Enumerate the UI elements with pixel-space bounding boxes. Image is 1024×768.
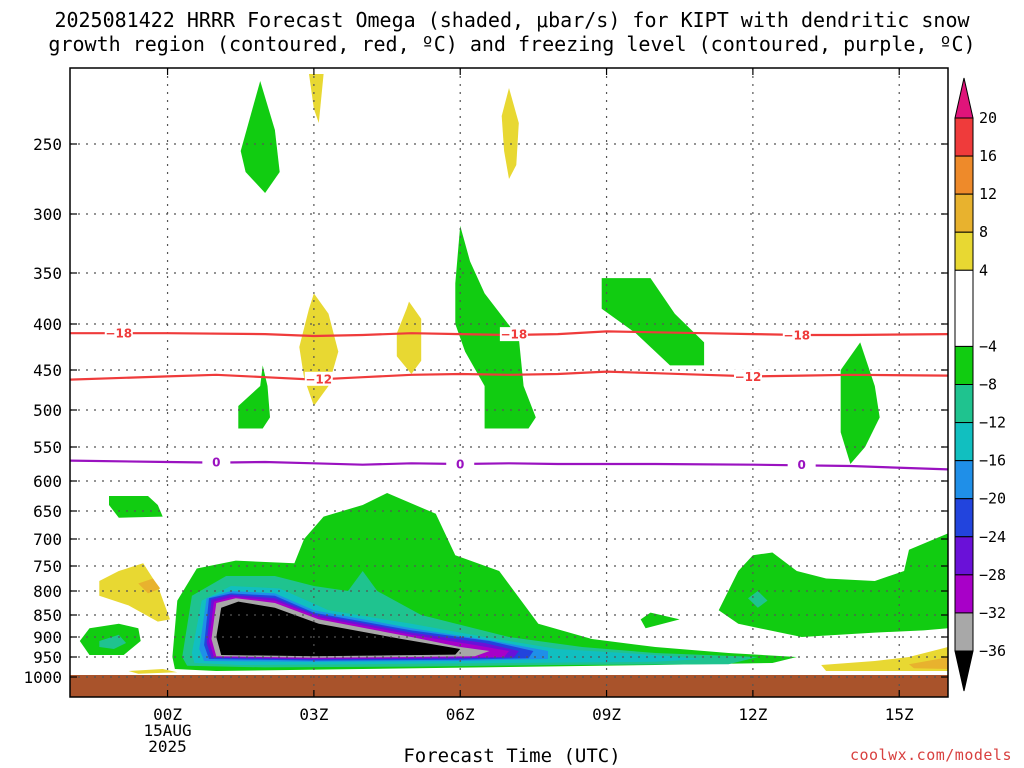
omega-region-yellow-bottom-left (128, 669, 178, 674)
colorbar-bin--36--32 (954, 612, 974, 652)
colorbar-tick--20: −20 (979, 490, 1006, 508)
colorbar-bin-4-8 (954, 231, 974, 271)
colorbar-over-arrow (954, 77, 974, 119)
colorbar-tick--8: −8 (979, 376, 997, 394)
colorbar-bin-8-12 (954, 193, 974, 233)
ground-surface (70, 675, 948, 697)
y-tick-label-850: 850 (33, 606, 62, 625)
colorbar-tick--16: −16 (979, 452, 1006, 470)
chart-title-line1: 2025081422 HRRR Forecast Omega (shaded, … (54, 8, 970, 32)
colorbar-tick-8: 8 (979, 223, 988, 241)
x-tick-label-03Z: 03Z (299, 705, 328, 724)
contour-label-dgz-minus-18-1: −18 (500, 328, 527, 342)
omega-region-green-patch-upper-left (240, 81, 280, 193)
y-tick-label-250: 250 (33, 135, 62, 154)
contour-label-dgz-minus-12-0: −12 (305, 372, 332, 386)
contour-label-freezing-level-0-2: 0 (797, 458, 805, 472)
y-tick-label-800: 800 (33, 582, 62, 601)
y-tick-label-700: 700 (33, 530, 62, 549)
site-credit[interactable]: coolwx.com/models (849, 746, 1012, 764)
y-tick-label-900: 900 (33, 628, 62, 647)
contour-label-freezing-level-0-0: 0 (212, 455, 220, 469)
contour-label-bg-dgz-minus-12-0 (304, 371, 333, 386)
y-tick-label-300: 300 (33, 205, 62, 224)
x-date-label-year: 2025 (148, 737, 187, 756)
y-tick-label-1000: 1000 (23, 668, 62, 687)
contour-label-bg-dgz-minus-18-0 (104, 326, 133, 341)
contour-label-freezing-level-0-1: 0 (456, 458, 464, 472)
omega-region-yellow-top-center (309, 74, 324, 123)
colorbar-bin-12-16 (954, 155, 974, 195)
colorbar-bin--16--12 (954, 422, 974, 462)
x-tick-label-00Z: 00Z (153, 705, 182, 724)
contour-label-bg-freezing-level-0-2 (787, 457, 816, 472)
colorbar-bin--20--16 (954, 460, 974, 500)
contour-dgz-minus-12 (70, 370, 948, 381)
x-tick-label-12Z: 12Z (738, 705, 767, 724)
y-tick-label-350: 350 (33, 264, 62, 283)
colorbar-tick--36: −36 (979, 642, 1006, 660)
colorbar-under-arrow (954, 650, 974, 692)
x-tick-label-09Z: 09Z (592, 705, 621, 724)
y-tick-label-600: 600 (33, 472, 62, 491)
omega-region-yellow-top-right (501, 88, 519, 179)
omega-region-yellow-mid-small (396, 301, 422, 374)
omega-region-green-patch-midleft (238, 365, 270, 429)
colorbar-tick-20: 20 (979, 109, 997, 127)
omega-region-green-patch-upper-far-left (109, 496, 163, 518)
y-tick-label-650: 650 (33, 502, 62, 521)
colorbar-tick--4: −4 (979, 337, 997, 355)
y-tick-label-950: 950 (33, 648, 62, 667)
colorbar: 20 16 12 8 4 −4 −8 −12 −16 −20 −24 −28 −32 −36 (954, 77, 1006, 692)
omega-region-teal-dot-right (748, 591, 768, 608)
x-axis-label: Forecast Time (UTC) (403, 745, 621, 767)
colorbar-tick-16: 16 (979, 147, 997, 165)
plot-area: −18 −18 −18 −12 −12 0 0 0 (70, 68, 948, 697)
omega-region-green-blob-right-mid (840, 342, 880, 464)
contour-label-dgz-minus-18-2: −18 (783, 329, 810, 343)
y-tick-label-500: 500 (33, 401, 62, 420)
omega-region-green-block-right (601, 278, 705, 366)
colorbar-tick-4: 4 (979, 261, 988, 279)
omega-region-orange-left (138, 578, 161, 594)
contour-label-bg-dgz-minus-18-1 (499, 327, 528, 342)
x-tick-label-06Z: 06Z (446, 705, 475, 724)
contour-label-bg-dgz-minus-12-1 (734, 369, 763, 384)
colorbar-bin--24--20 (954, 498, 974, 538)
omega-region-orange-bottom-right (909, 657, 948, 669)
y-tick-label-450: 450 (33, 361, 62, 380)
plot-frame (69, 67, 949, 698)
x-tick-label-15Z: 15Z (885, 705, 914, 724)
omega-region-ascent-max-black (216, 601, 461, 657)
chart-title-line2: growth region (contoured, red, ºC) and f… (48, 32, 976, 56)
y-tick-label-550: 550 (33, 438, 62, 457)
contour-label-bg-freezing-level-0-1 (446, 457, 475, 471)
colorbar-bin-16-20 (954, 117, 974, 157)
omega-region-green-right-sector (718, 533, 948, 637)
contour-label-dgz-minus-12-1: −12 (735, 370, 762, 384)
omega-region-green-streak-center (455, 225, 536, 429)
colorbar-bin--28--24 (954, 536, 974, 576)
omega-region-green-sliver-right (640, 612, 680, 629)
colorbar-tick--24: −24 (979, 528, 1006, 546)
contour-label-dgz-minus-18-0: −18 (105, 327, 132, 341)
colorbar-tick--28: −28 (979, 566, 1006, 584)
contour-label-bg-dgz-minus-18-2 (782, 328, 811, 343)
colorbar-bin--12--8 (954, 384, 974, 424)
colorbar-tick-12: 12 (979, 185, 997, 203)
contour-label-bg-freezing-level-0-0 (202, 454, 231, 469)
colorbar-tick--32: −32 (979, 604, 1006, 622)
x-date-label-day: 15AUG (143, 721, 191, 740)
omega-region-yellow-left (99, 563, 170, 622)
contour-dgz-minus-18 (70, 330, 948, 338)
colorbar-bin--32--28 (954, 574, 974, 614)
colorbar-bin--8--4 (954, 345, 974, 385)
omega-region-teal-oval-left (99, 634, 127, 649)
colorbar-bin--4-4 (954, 269, 974, 347)
y-tick-label-750: 750 (33, 557, 62, 576)
colorbar-tick--12: −12 (979, 414, 1006, 432)
y-tick-label-400: 400 (33, 315, 62, 334)
